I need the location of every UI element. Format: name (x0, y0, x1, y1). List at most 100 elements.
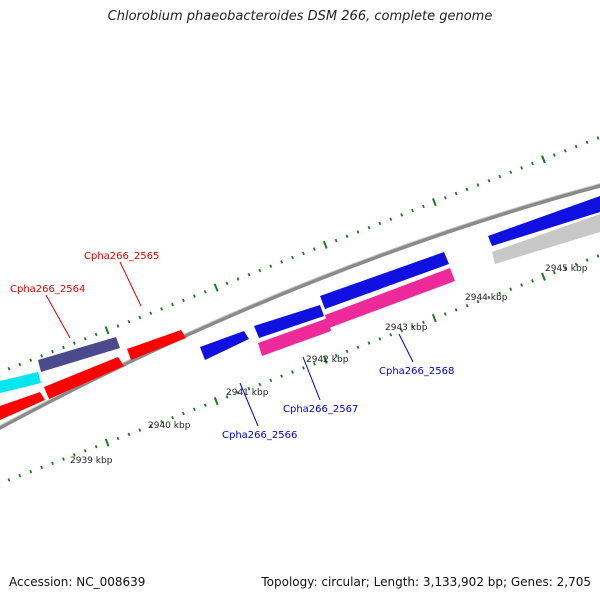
outer-tick-mark (182, 298, 185, 303)
gene-label-cpha266-2565[interactable]: Cpha266_2565 (84, 251, 159, 262)
inner-tick-mark (367, 341, 371, 345)
inner-tick-mark (574, 262, 578, 267)
inner-tick-mark (487, 295, 491, 300)
outer-tick-mark (236, 277, 240, 281)
inner-tick-mark (62, 457, 65, 461)
outer-tick-mark (291, 255, 294, 260)
inner-tick-mark (400, 328, 404, 333)
inner-tick-mark (596, 254, 600, 258)
outer-tick-mark (498, 174, 502, 179)
inner-tick-mark (7, 478, 11, 482)
inner-tick-mark (498, 291, 502, 296)
gene-label-cpha266-2568[interactable]: Cpha266_2568 (379, 366, 454, 377)
inner-tick-mark (443, 312, 447, 316)
inner-tick-mark (269, 378, 273, 383)
inner-tick-mark (509, 287, 513, 291)
gene-labels: Cpha266_2564 Cpha266_2565 Cpha266_2566 C… (10, 251, 454, 441)
inner-tick-mark (465, 303, 469, 308)
inner-tick-mark (431, 314, 437, 323)
gene-arrow-navy-cpha266-2564[interactable] (38, 337, 120, 372)
inner-tick-mark (422, 320, 425, 325)
inner-tick-mark (18, 473, 22, 478)
inner-tick-mark (83, 449, 87, 453)
genome-summary-text: Topology: circular; Length: 3,133,902 bp… (261, 575, 591, 589)
inner-tick-mark (236, 391, 240, 395)
inner-tick-track (0, 254, 600, 488)
outer-tick-mark (509, 170, 513, 174)
leader-line-cpha266-2564 (45, 294, 71, 339)
scale-label: 2942 kbp (306, 355, 349, 365)
outer-tick-mark (411, 208, 414, 213)
outer-tick-mark (585, 140, 589, 145)
outer-tick-mark (247, 272, 251, 277)
outer-tick-mark (596, 136, 600, 140)
scale-label: 2939 kbp (70, 456, 113, 466)
genome-backbone-highlight (0, 183, 600, 427)
outer-tick-mark (171, 302, 174, 307)
gene-arrow-red-cpha266-2565[interactable] (127, 330, 186, 360)
inner-tick-mark (51, 461, 54, 466)
inner-tick-mark (291, 370, 294, 374)
gene-label-cpha266-2567[interactable]: Cpha266_2567 (283, 404, 358, 415)
outer-tick-mark (225, 281, 229, 286)
gene-arrow-red-left[interactable] (0, 392, 45, 420)
gene-arrow-blue-right-end[interactable] (488, 196, 600, 246)
gene-arrow-gray[interactable] (492, 214, 600, 264)
inner-tick-mark (312, 362, 316, 366)
outer-tick-mark (258, 268, 262, 273)
gene-arrow-magenta-cpha266-2567[interactable] (258, 318, 331, 356)
gene-label-leaders (45, 261, 414, 427)
outer-tick-mark (192, 294, 196, 298)
inner-tick-mark (378, 337, 382, 341)
scale-label: 2943 kbp (385, 323, 428, 333)
inner-tick-mark (182, 411, 185, 416)
gene-label-cpha266-2566[interactable]: Cpha266_2566 (222, 430, 297, 441)
inner-tick-mark (454, 308, 458, 312)
outer-tick-mark (443, 196, 447, 200)
outer-tick-mark (203, 290, 207, 294)
outer-tick-mark (400, 213, 404, 217)
inner-tick-mark (541, 272, 546, 281)
outer-tick-mark (94, 332, 98, 337)
inner-tick-mark (280, 374, 284, 378)
inner-tick-mark (72, 453, 76, 457)
outer-tick-mark (302, 251, 305, 256)
scale-label: 2941 kbp (226, 388, 269, 398)
inner-tick-mark (411, 324, 414, 329)
gene-arrow-blue-cpha266-2566[interactable] (200, 331, 249, 360)
outer-tick-mark (487, 178, 491, 183)
outer-tick-mark (280, 260, 284, 264)
gene-arrow-blue-upper[interactable] (320, 252, 449, 309)
scale-label: 2940 kbp (148, 421, 191, 431)
outer-tick-mark (334, 238, 338, 243)
outer-tick-mark (454, 191, 458, 196)
inner-tick-mark (127, 432, 131, 437)
inner-tick-mark (192, 407, 196, 412)
inner-tick-mark (203, 403, 207, 407)
outer-tick-mark (378, 221, 382, 226)
outer-tick-mark (322, 240, 328, 249)
leader-line-cpha266-2567 (302, 356, 321, 401)
inner-tick-mark (247, 386, 251, 391)
inner-tick-mark (389, 333, 393, 337)
outer-tick-mark (138, 315, 142, 320)
gene-arrow-magenta-cpha266-2568[interactable] (325, 268, 455, 328)
inner-tick-mark (552, 270, 556, 275)
gene-arrow-blue-cpha266-2567[interactable] (254, 305, 324, 338)
outer-tick-mark (531, 161, 534, 166)
inner-tick-mark (171, 415, 174, 420)
inner-tick-mark (29, 469, 33, 474)
outer-tick-mark (83, 337, 87, 341)
gene-label-cpha266-2564[interactable]: Cpha266_2564 (10, 284, 85, 295)
gene-arrow-cyan[interactable] (0, 372, 41, 393)
inner-tick-mark (302, 366, 305, 370)
accession-text: Accession: NC_008639 (9, 575, 146, 589)
gene-arrow-red-cpha266-2564[interactable] (44, 357, 124, 399)
leader-line-cpha266-2568 (398, 333, 414, 363)
inner-tick-mark (104, 438, 110, 447)
inner-tick-mark (476, 299, 480, 304)
inner-tick-mark (334, 353, 338, 358)
outer-tick-mark (269, 264, 273, 268)
